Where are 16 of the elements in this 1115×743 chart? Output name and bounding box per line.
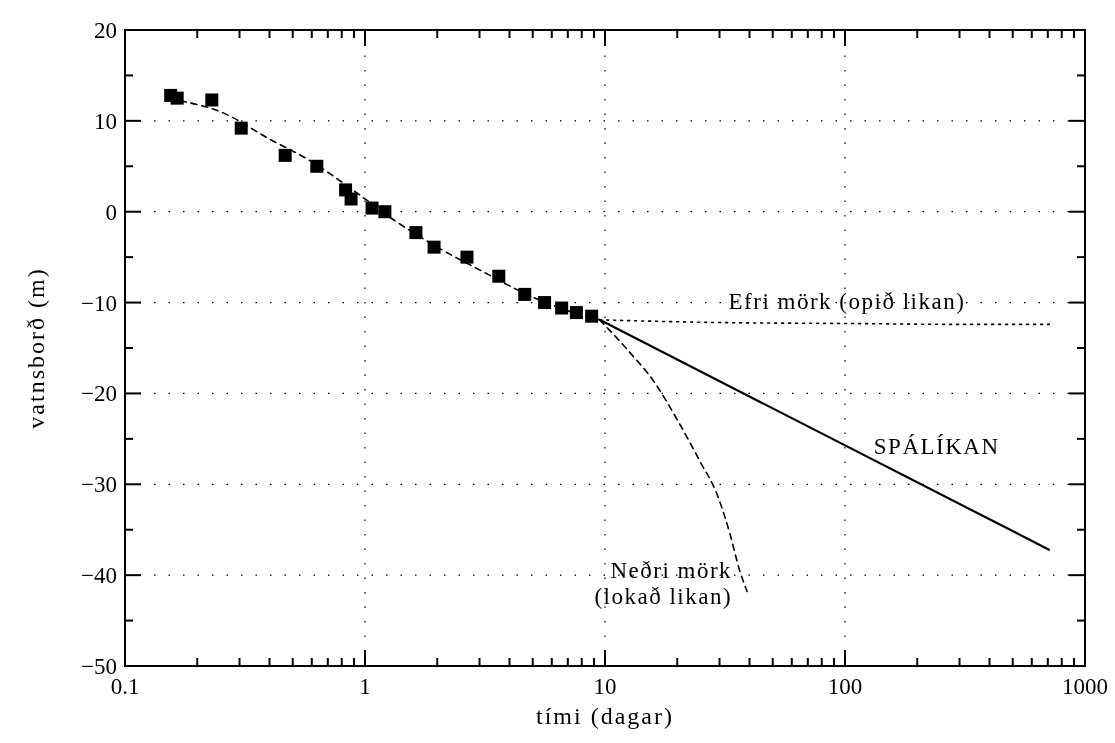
y-tick-label: 20: [94, 18, 117, 43]
y-axis-title: vatnsborð (m): [23, 267, 49, 429]
x-tick-label: 10: [593, 674, 617, 699]
series-label: SPÁLÍKAN: [873, 434, 1000, 460]
y-tick-label: 0: [105, 199, 117, 225]
x-tick-label: 1: [359, 674, 371, 699]
y-tick-label: −30: [81, 472, 117, 498]
x-tick-label: 100: [827, 674, 863, 699]
x-tick-label: 1000: [1062, 674, 1108, 699]
y-tick-label: −40: [81, 563, 117, 589]
x-axis-title: tími (dagar): [536, 703, 674, 729]
y-tick-label: 10: [94, 108, 117, 134]
series-label: Neðri mörk (lokað likan): [594, 558, 733, 610]
y-tick-label: −20: [81, 381, 117, 407]
y-tick-label: −10: [81, 290, 117, 316]
series-label: Efri mörk (opið likan): [728, 289, 966, 315]
